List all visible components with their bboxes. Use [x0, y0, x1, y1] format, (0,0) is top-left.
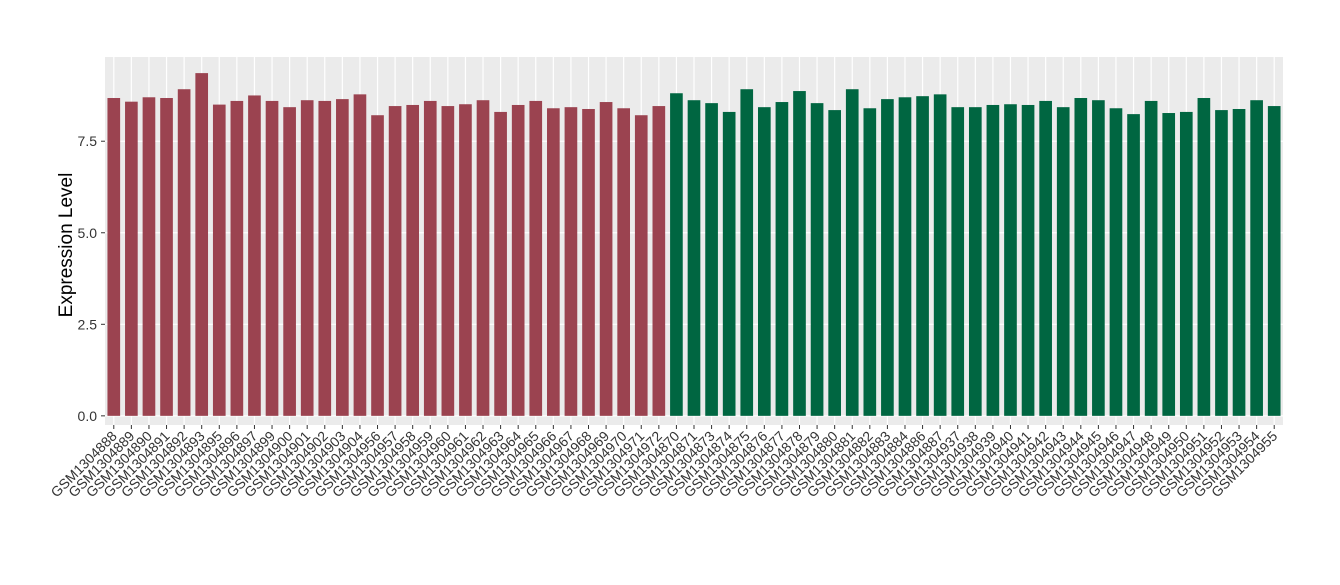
bar — [441, 106, 455, 416]
bar — [107, 98, 121, 416]
bar — [142, 97, 156, 416]
y-tick-label: 5.0 — [78, 225, 98, 241]
bar — [775, 102, 789, 416]
bar — [1162, 113, 1176, 416]
y-axis-label: Expression Level — [56, 173, 77, 318]
bar — [599, 102, 613, 416]
bar — [230, 100, 244, 416]
bar — [881, 99, 894, 416]
bar — [1092, 100, 1105, 416]
bar — [652, 106, 666, 416]
bar — [687, 100, 701, 416]
bar — [406, 104, 420, 416]
bar — [494, 111, 507, 416]
bar — [336, 99, 349, 416]
bar — [740, 89, 754, 416]
bar — [810, 103, 824, 416]
y-tick-label: 7.5 — [78, 133, 98, 149]
bar — [195, 73, 209, 416]
bar — [511, 104, 525, 416]
bar — [757, 107, 771, 416]
bar — [212, 104, 226, 416]
bar — [634, 115, 648, 416]
bar — [1144, 100, 1158, 416]
bar — [529, 100, 543, 416]
bar — [283, 107, 296, 416]
bar — [705, 103, 718, 416]
bar — [722, 111, 736, 416]
bar — [1021, 104, 1035, 416]
bar — [1215, 110, 1228, 416]
bar — [1004, 104, 1017, 416]
bar — [160, 98, 173, 416]
bar — [1250, 100, 1263, 416]
bar — [371, 115, 384, 416]
bar — [916, 96, 929, 416]
bar — [1232, 108, 1246, 416]
bar — [248, 95, 261, 416]
bar — [423, 100, 437, 416]
bar — [388, 106, 402, 416]
bar — [582, 108, 595, 416]
bar — [968, 107, 982, 416]
bar — [177, 89, 191, 416]
bar — [1267, 106, 1281, 416]
bar — [898, 97, 912, 416]
bar — [828, 110, 841, 416]
bar — [125, 101, 138, 416]
bar — [1109, 108, 1123, 416]
bar — [1039, 100, 1052, 416]
bar — [564, 107, 578, 416]
y-tick-label: 2.5 — [78, 316, 98, 332]
bar — [318, 100, 332, 416]
bar — [793, 91, 806, 416]
y-tick-label: 0.0 — [78, 408, 98, 424]
bar — [476, 100, 490, 416]
bar — [951, 107, 965, 416]
bar — [547, 108, 560, 416]
bar — [986, 104, 1000, 416]
bar — [265, 100, 279, 416]
bar — [1074, 98, 1088, 416]
bar — [1056, 107, 1070, 416]
bar — [353, 94, 367, 416]
bar — [670, 93, 683, 416]
bar — [863, 108, 877, 416]
bar — [933, 94, 947, 416]
bar — [1179, 111, 1193, 416]
bar — [617, 108, 631, 416]
bar — [1197, 98, 1211, 416]
bar — [845, 89, 859, 416]
bar — [459, 104, 472, 416]
bar — [300, 100, 314, 416]
bar — [1127, 114, 1140, 416]
